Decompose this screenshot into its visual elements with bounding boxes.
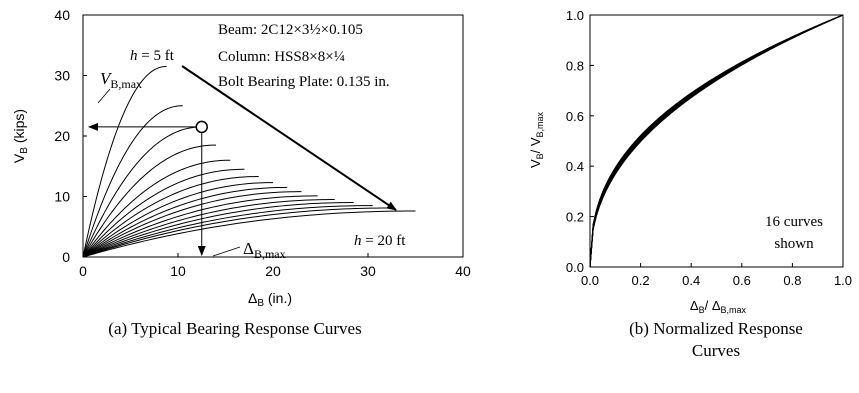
panel-a-curve-5 bbox=[82, 159, 231, 258]
panel-a-curve-10 bbox=[82, 191, 302, 258]
panel-a-caption: (a) Typical Bearing Response Curves bbox=[108, 319, 361, 338]
panel-b-y-tick-label: 0.8 bbox=[566, 58, 584, 73]
vbmax-leader bbox=[97, 88, 111, 104]
panel-a-y-tick-label: 40 bbox=[54, 7, 70, 23]
panel-b-plot-frame bbox=[589, 14, 844, 268]
legend-bolt-plate: Bolt Bearing Plate: 0.135 in. bbox=[218, 74, 390, 90]
panel-a-y-tick-label: 20 bbox=[54, 128, 70, 144]
annotation-h-20ft: h = 20 ft bbox=[354, 233, 406, 249]
panel-b-note-line1: 16 curves bbox=[765, 214, 823, 230]
panel-a-curve-14 bbox=[82, 205, 373, 258]
panel-a-curve-16 bbox=[82, 210, 416, 258]
dbmax-leader bbox=[212, 246, 241, 257]
panel-a-curve-4 bbox=[82, 144, 217, 258]
panel-a-curve-1 bbox=[82, 65, 167, 258]
panel-b-curves bbox=[589, 14, 844, 268]
panel-b-y-tick-label: 0.2 bbox=[566, 210, 584, 225]
panel-a-y-tick-label: 10 bbox=[54, 189, 70, 205]
height-increase-arrow bbox=[181, 65, 397, 211]
panel-a-x-tick-label: 30 bbox=[360, 263, 376, 279]
panel-a-curve-8 bbox=[82, 182, 274, 258]
panel-a-y-tick-label: 30 bbox=[54, 68, 70, 84]
panel-b-caption-line1: (b) Normalized Response bbox=[629, 319, 803, 338]
legend-beam: Beam: 2C12×3½×0.105 bbox=[218, 22, 363, 38]
panel-a-x-tick-label: 20 bbox=[265, 263, 281, 279]
panel-b-x-tick-label: 0.4 bbox=[682, 273, 700, 288]
panel-a-x-tick-label: 0 bbox=[79, 263, 87, 279]
panel-b-y-axis-label: VB/ VB,max bbox=[528, 111, 545, 168]
panel-b-normalized-response: 0.0 0.2 0.4 0.6 0.8 1.0 0.0 0.2 0.4 0.6 0.8 1.0 VB/… bbox=[528, 8, 852, 360]
panel-b-y-tick-label: 0.0 bbox=[566, 260, 584, 275]
panel-b-x-tick-label: 0.8 bbox=[783, 273, 801, 288]
peak-marker-circle bbox=[195, 120, 208, 134]
panel-a-curve-13 bbox=[82, 202, 354, 258]
panel-b-ticks: 0.0 0.2 0.4 0.6 0.8 1.0 0.0 0.2 0.4 0.6 0.8 1.0 bbox=[566, 8, 852, 288]
panel-a-curve-7 bbox=[82, 176, 259, 258]
panel-a-curve-11 bbox=[82, 195, 318, 258]
panel-a-x-tick-label: 40 bbox=[455, 263, 471, 279]
panel-b-y-tick-label: 1.0 bbox=[566, 8, 584, 23]
panel-b-y-tick-label: 0.4 bbox=[566, 159, 584, 174]
panel-a-y-tick-label: 0 bbox=[62, 249, 70, 265]
panel-a-curve-2 bbox=[82, 105, 183, 258]
annotation-dbmax: ΔB,max bbox=[243, 239, 286, 261]
panel-a-curves bbox=[82, 65, 416, 258]
panel-a-y-axis-label: VB (kips) bbox=[11, 109, 30, 163]
legend-column: Column: HSS8×8×¼ bbox=[218, 49, 345, 65]
annotation-h-5ft: h = 5 ft bbox=[130, 48, 175, 64]
panel-a-curve-15 bbox=[82, 207, 392, 258]
panel-b-note-line2: shown bbox=[774, 236, 814, 252]
annotation-vbmax: VB,max bbox=[100, 69, 142, 91]
panel-a-bearing-response: 0 10 20 30 40 0 10 20 30 40 VB (kips) ΔB (in.) Be… bbox=[11, 7, 471, 338]
panel-b-curve-16 bbox=[589, 14, 844, 268]
panel-a-curve-9 bbox=[82, 186, 288, 258]
panel-a-x-axis-label: ΔB (in.) bbox=[248, 290, 292, 309]
panel-b-x-tick-label: 0.6 bbox=[733, 273, 751, 288]
panel-b-caption-line2: Curves bbox=[692, 341, 740, 360]
panel-a-curve-6 bbox=[82, 168, 245, 258]
panel-b-y-tick-label: 0.6 bbox=[566, 109, 584, 124]
panel-b-x-axis-label: ΔB/ ΔB,max bbox=[690, 298, 747, 315]
panel-a-curve-12 bbox=[82, 199, 335, 258]
panel-b-x-tick-label: 1.0 bbox=[834, 273, 852, 288]
panel-a-x-tick-label: 10 bbox=[170, 263, 186, 279]
panel-a-curve-3 bbox=[82, 126, 202, 258]
panel-b-x-tick-label: 0.2 bbox=[632, 273, 650, 288]
panel-b-x-tick-label: 0.0 bbox=[581, 273, 599, 288]
panel-a-ticks: 0 10 20 30 40 0 10 20 30 40 bbox=[54, 7, 471, 279]
